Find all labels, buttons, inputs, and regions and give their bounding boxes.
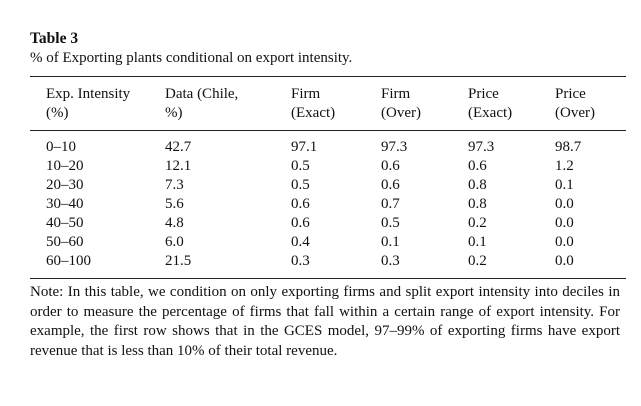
cell-price-exact: 0.8 (468, 196, 487, 212)
cell-price-over: 0.0 (555, 253, 574, 269)
table-row: 50–60 6.0 0.4 0.1 0.1 0.0 (30, 233, 626, 252)
table-header-row: Exp. Intensity (%) Data (Chile, %) Firm … (30, 77, 626, 125)
cell-firm-exact: 0.6 (291, 196, 310, 212)
table-row: 10–20 12.1 0.5 0.6 0.6 1.2 (30, 157, 626, 176)
cell-price-over: 98.7 (555, 139, 582, 155)
cell-firm-over: 97.3 (381, 139, 408, 155)
table-row: 20–30 7.3 0.5 0.6 0.8 0.1 (30, 176, 626, 195)
header-rule (30, 130, 626, 131)
header-data-chile: Data (Chile, %) (165, 86, 239, 121)
table-note: Note: In this table, we condition on onl… (30, 284, 620, 359)
cell-firm-exact: 0.4 (291, 234, 310, 250)
cell-exp-intensity: 50–60 (46, 234, 84, 250)
cell-exp-intensity: 20–30 (46, 177, 84, 193)
table-container: Table 3 % of Exporting plants conditiona… (30, 30, 626, 361)
table-row: 30–40 5.6 0.6 0.7 0.8 0.0 (30, 195, 626, 214)
cell-price-exact: 0.2 (468, 253, 487, 269)
table-row: 60–100 21.5 0.3 0.3 0.2 0.0 (30, 252, 626, 271)
table-body: 0–10 42.7 97.1 97.3 97.3 98.7 10–20 12.1… (30, 131, 626, 278)
cell-firm-over: 0.6 (381, 177, 400, 193)
bottom-rule (30, 278, 626, 279)
cell-data-chile: 12.1 (165, 158, 192, 174)
cell-firm-over: 0.7 (381, 196, 400, 212)
cell-data-chile: 21.5 (165, 253, 192, 269)
cell-price-exact: 97.3 (468, 139, 495, 155)
cell-price-exact: 0.1 (468, 234, 487, 250)
cell-firm-over: 0.3 (381, 253, 400, 269)
top-rule (30, 76, 626, 77)
cell-data-chile: 42.7 (165, 139, 192, 155)
cell-price-exact: 0.2 (468, 215, 487, 231)
table-row: 0–10 42.7 97.1 97.3 97.3 98.7 (30, 138, 626, 157)
cell-firm-exact: 0.5 (291, 158, 310, 174)
table-label: Table 3 (30, 30, 79, 47)
header-price-exact: Price (Exact) (468, 86, 513, 121)
cell-exp-intensity: 60–100 (46, 253, 91, 269)
cell-price-exact: 0.8 (468, 177, 487, 193)
cell-price-over: 0.0 (555, 215, 574, 231)
cell-firm-exact: 0.5 (291, 177, 310, 193)
cell-firm-exact: 0.3 (291, 253, 310, 269)
header-price-over: Price (Over) (555, 86, 595, 121)
cell-firm-exact: 97.1 (291, 139, 318, 155)
table-caption: % of Exporting plants conditional on exp… (30, 50, 353, 66)
table-row: 40–50 4.8 0.6 0.5 0.2 0.0 (30, 214, 626, 233)
cell-firm-over: 0.5 (381, 215, 400, 231)
cell-exp-intensity: 30–40 (46, 196, 84, 212)
cell-data-chile: 4.8 (165, 215, 184, 231)
cell-data-chile: 7.3 (165, 177, 184, 193)
cell-exp-intensity: 0–10 (46, 139, 76, 155)
cell-price-over: 0.0 (555, 234, 574, 250)
cell-data-chile: 6.0 (165, 234, 184, 250)
cell-price-over: 1.2 (555, 158, 574, 174)
cell-exp-intensity: 40–50 (46, 215, 84, 231)
cell-price-over: 0.0 (555, 196, 574, 212)
cell-firm-over: 0.1 (381, 234, 400, 250)
cell-price-over: 0.1 (555, 177, 574, 193)
cell-exp-intensity: 10–20 (46, 158, 84, 174)
header-exp-intensity: Exp. Intensity (%) (46, 86, 131, 121)
cell-price-exact: 0.6 (468, 158, 487, 174)
header-firm-exact: Firm (Exact) (291, 86, 336, 121)
cell-firm-exact: 0.6 (291, 215, 310, 231)
header-firm-over: Firm (Over) (381, 86, 421, 121)
cell-data-chile: 5.6 (165, 196, 184, 212)
cell-firm-over: 0.6 (381, 158, 400, 174)
